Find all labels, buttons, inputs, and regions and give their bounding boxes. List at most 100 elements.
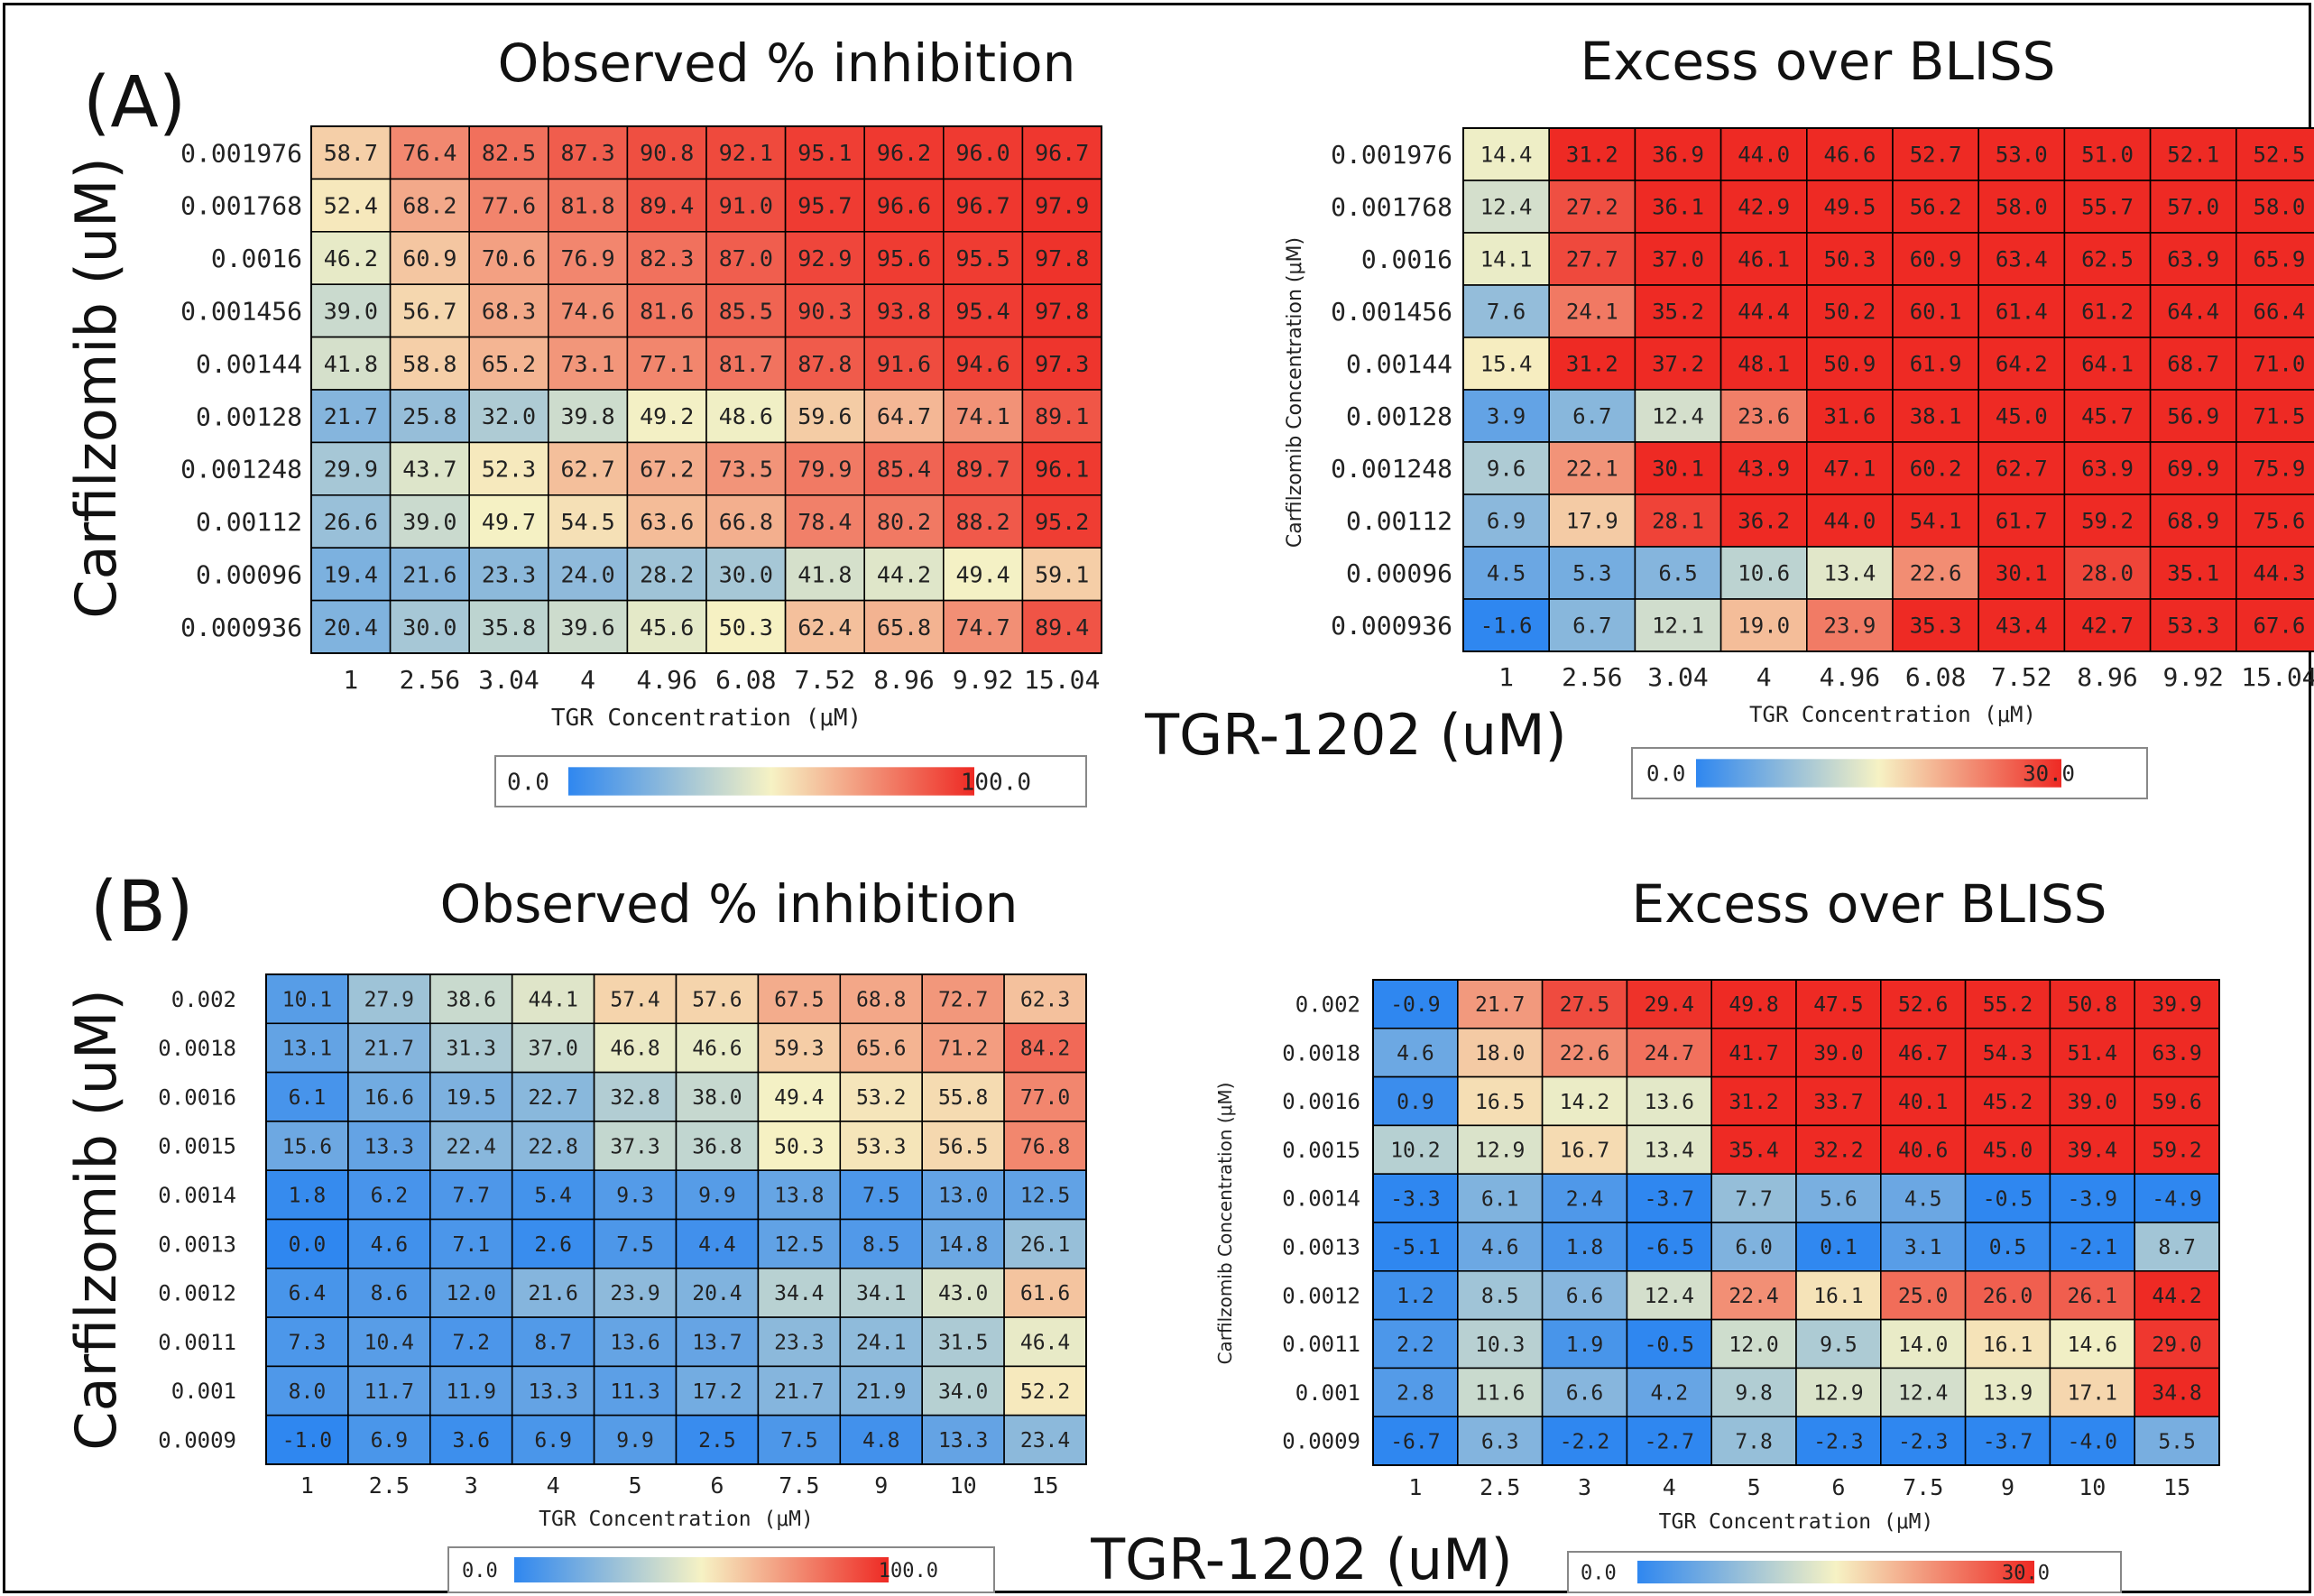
y-tick-label: 0.001456 xyxy=(1331,297,1452,327)
cell-value-label: 96.6 xyxy=(877,193,931,219)
heatmap-cell xyxy=(1541,1124,1628,1176)
heatmap-cell xyxy=(468,599,549,654)
heatmap-cell xyxy=(1978,546,2066,600)
cell-value-label: 93.8 xyxy=(877,298,931,324)
cell-value-label: 26.0 xyxy=(1983,1285,2033,1308)
cell-value-label: 20.4 xyxy=(324,614,378,641)
cell-value-label: 68.7 xyxy=(2167,352,2219,377)
x-tick-label: 2.56 xyxy=(1562,662,1622,692)
y-tick-label: 0.001976 xyxy=(1331,140,1452,170)
panel-label-a: (A) xyxy=(83,62,186,143)
x-tick-label: 1 xyxy=(300,1472,314,1499)
heatmap-cell xyxy=(347,1121,431,1172)
color-scale-legend: 0.0 100.0 xyxy=(447,1546,995,1593)
heatmap-cell xyxy=(1710,979,1797,1029)
cell-value-label: 8.0 xyxy=(289,1380,327,1404)
heatmap-cell xyxy=(310,389,392,444)
heatmap-cell xyxy=(921,1268,1005,1318)
x-tick-label: 8.96 xyxy=(2077,662,2137,692)
cell-value-label: 2.6 xyxy=(534,1233,572,1257)
heatmap-cell xyxy=(2236,441,2314,495)
cell-value-label: -2.3 xyxy=(1813,1430,1863,1453)
heatmap-cell xyxy=(468,547,549,602)
heatmap-cell xyxy=(1710,1075,1797,1127)
cell-value-label: 28.2 xyxy=(640,561,694,587)
cell-value-label: 52.5 xyxy=(2254,143,2306,168)
cell-value-label: 96.7 xyxy=(1035,140,1089,166)
cell-value-label: 52.4 xyxy=(324,193,378,219)
y-tick-label: 0.001 xyxy=(1295,1380,1360,1406)
heatmap-cell xyxy=(1806,337,1894,391)
heatmap-cell xyxy=(705,389,787,444)
cell-value-label: 45.6 xyxy=(640,614,694,641)
cell-value-label: 59.2 xyxy=(2152,1139,2201,1163)
legend-gradient-bar xyxy=(568,767,974,796)
cell-value-label: 91.6 xyxy=(877,351,931,377)
cell-value-label: 11.9 xyxy=(447,1380,496,1404)
cell-value-label: 52.6 xyxy=(1898,993,1948,1017)
heatmap-cell xyxy=(1021,599,1102,654)
cell-value-label: 46.8 xyxy=(610,1038,659,1061)
cell-value-label: -2.2 xyxy=(1560,1430,1609,1453)
chart-title: Observed % inhibition xyxy=(440,873,1019,935)
cell-value-label: 37.0 xyxy=(1652,247,1704,272)
y-tick-label: 0.002 xyxy=(171,987,236,1012)
y-tick-label: 0.00144 xyxy=(196,349,302,379)
heatmap-cell xyxy=(1626,1222,1713,1272)
cell-value-label: 89.7 xyxy=(955,457,1009,483)
cell-value-label: -3.3 xyxy=(1390,1187,1440,1211)
y-tick-label: 0.0012 xyxy=(1282,1283,1360,1308)
cell-value-label: 89.1 xyxy=(1035,403,1089,429)
cell-value-label: 95.2 xyxy=(1035,509,1089,535)
heatmap-border xyxy=(1372,979,2220,1466)
y-axis-title: Carfilzomib Concentration (μM) xyxy=(1214,1083,1236,1365)
cell-value-label: 65.9 xyxy=(2254,247,2306,272)
heatmap-cell xyxy=(705,599,787,654)
heatmap-cell xyxy=(2134,1270,2220,1321)
cell-value-label: 6.0 xyxy=(1735,1236,1773,1259)
heatmap-cell xyxy=(1457,1416,1544,1466)
cell-value-label: -6.5 xyxy=(1645,1236,1694,1259)
cell-value-label: 13.3 xyxy=(938,1429,988,1453)
heatmap-cell xyxy=(2149,389,2237,443)
cell-value-label: 8.6 xyxy=(371,1282,409,1305)
cell-value-label: 7.8 xyxy=(1735,1430,1773,1453)
cell-value-label: 0.5 xyxy=(1989,1236,2027,1259)
cell-value-label: 81.7 xyxy=(719,351,773,377)
cell-value-label: 89.4 xyxy=(1035,614,1089,641)
heatmap-cell xyxy=(784,547,865,602)
cell-value-label: 45.0 xyxy=(1983,1139,2033,1163)
cell-value-label: 39.8 xyxy=(560,403,614,429)
cell-value-label: 44.0 xyxy=(1738,143,1790,168)
heatmap-cell xyxy=(1964,1173,2051,1223)
cell-value-label: 29.0 xyxy=(2152,1333,2201,1357)
cell-value-label: 13.3 xyxy=(364,1135,414,1158)
heatmap-cell xyxy=(1795,1270,1882,1321)
cell-value-label: 39.0 xyxy=(2068,1091,2117,1114)
cell-value-label: 4.5 xyxy=(1487,561,1526,586)
cell-value-label: 31.3 xyxy=(447,1038,496,1061)
cell-value-label: 8.7 xyxy=(2158,1236,2196,1259)
legend-max-label: 30.0 xyxy=(2023,761,2075,787)
cell-value-label: 23.6 xyxy=(1738,404,1790,429)
cell-value-label: 30.0 xyxy=(719,561,773,587)
heatmap-cell xyxy=(1892,546,1979,600)
y-tick-label: 0.001248 xyxy=(1331,454,1452,484)
cell-value-label: 8.5 xyxy=(1481,1285,1519,1308)
heatmap-cell xyxy=(1548,284,1636,338)
cell-value-label: 82.3 xyxy=(640,245,694,272)
cell-value-label: 46.7 xyxy=(1898,1042,1948,1066)
cell-value-label: 21.7 xyxy=(774,1380,824,1404)
heatmap-cell xyxy=(1880,1318,1967,1370)
heatmap-cell xyxy=(1541,1318,1628,1370)
heatmap-cell xyxy=(1719,389,1808,443)
cell-value-label: 45.7 xyxy=(2081,404,2134,429)
cell-value-label: 70.6 xyxy=(482,245,536,272)
cell-value-label: 22.6 xyxy=(1560,1042,1609,1066)
cell-value-label: 52.2 xyxy=(1020,1380,1070,1404)
heatmap-cell xyxy=(2049,1367,2135,1418)
cell-value-label: 35.2 xyxy=(1652,300,1704,325)
cell-value-label: 48.6 xyxy=(719,403,773,429)
x-axis-label-b: TGR-1202 (uM) xyxy=(1090,1527,1513,1592)
